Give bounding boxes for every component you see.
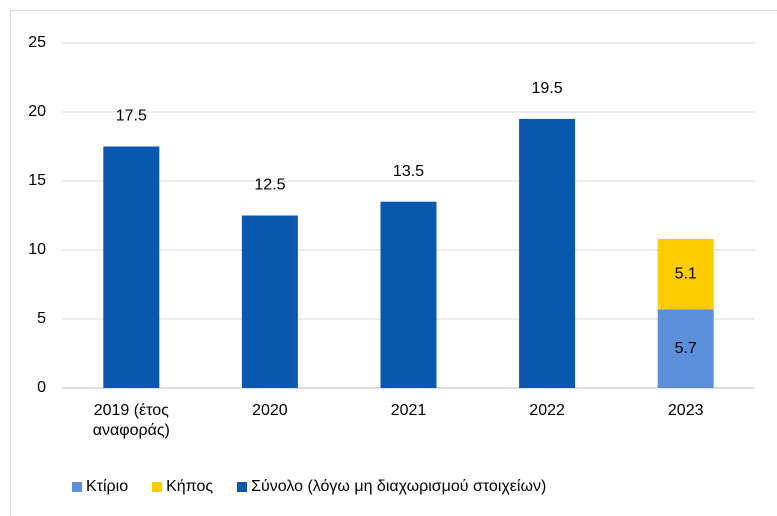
bar-segment xyxy=(380,201,437,388)
legend-item: Σύνολο (λόγω μη διαχωρισμού στοιχείων) xyxy=(237,478,546,496)
y-tick-label: 20 xyxy=(28,103,46,120)
bar-segment xyxy=(657,238,714,310)
data-label: 12.5 xyxy=(254,177,285,194)
data-label: 13.5 xyxy=(393,163,424,180)
x-tick-label: 2021 xyxy=(390,402,427,419)
bar-segment xyxy=(519,118,576,389)
legend: Κτίριο Κήπος Σύνολο (λόγω μη διαχωρισμού σ… xyxy=(72,478,546,496)
legend-swatch xyxy=(237,482,248,492)
y-tick-label: 15 xyxy=(28,172,46,189)
legend-label: Κήπος xyxy=(166,478,214,495)
data-label: 5.7 xyxy=(675,340,697,357)
data-label: 19.5 xyxy=(532,80,563,97)
x-tick-label: 2023 xyxy=(667,402,704,419)
x-tick-label: 2020 xyxy=(252,402,288,419)
y-tick-label: 5 xyxy=(37,310,46,327)
legend-item: Κήπος xyxy=(152,478,213,496)
x-tick-label: 2022 xyxy=(529,402,565,419)
data-label: 17.5 xyxy=(116,108,147,125)
legend-swatch xyxy=(72,482,82,492)
bar-segment xyxy=(103,146,160,388)
legend-swatch xyxy=(152,482,163,492)
legend-label: Κτίριο xyxy=(86,478,129,495)
y-tick-label: 10 xyxy=(28,241,46,258)
chart-frame xyxy=(10,10,777,516)
y-tick-label: 0 xyxy=(37,379,46,396)
bar-segment xyxy=(657,309,714,388)
legend-label: Σύνολο (λόγω μη διαχωρισμού στοιχείων) xyxy=(251,478,547,495)
y-tick-label: 25 xyxy=(28,34,46,51)
bar-segment xyxy=(241,215,298,388)
data-label: 5.1 xyxy=(675,265,697,282)
x-tick-label: 2019 (έτος αναφοράς) xyxy=(92,402,170,439)
legend-item: Κτίριο xyxy=(72,478,128,496)
